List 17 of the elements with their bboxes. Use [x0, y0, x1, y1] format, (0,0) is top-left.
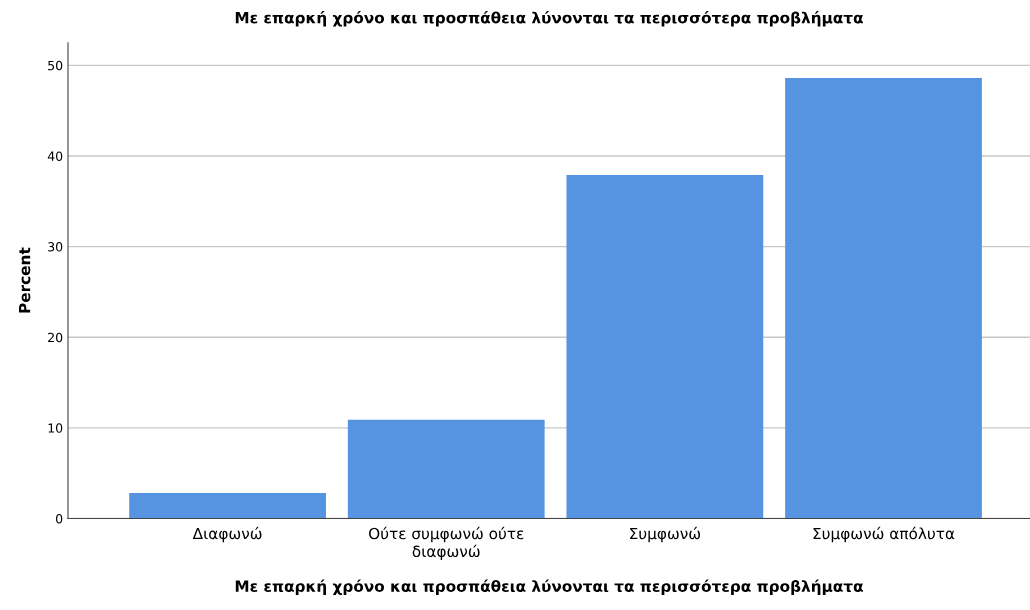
- x-tick-label: Συμφωνώ απόλυτα: [813, 526, 955, 543]
- y-tick-label: 50: [48, 60, 63, 71]
- x-tick-label: Ούτε συμφωνώ ούτε διαφωνώ: [369, 526, 524, 561]
- y-tick-label: 20: [48, 332, 63, 343]
- bar: [566, 175, 764, 519]
- bar: [785, 78, 982, 519]
- y-tick-label: 30: [48, 242, 63, 252]
- bar: [347, 419, 545, 519]
- x-tick-label: Διαφωνώ: [192, 526, 262, 543]
- y-tick-label: 40: [47, 151, 63, 161]
- bar: [129, 493, 326, 519]
- x-axis-title: Με επαρκή χρόνο και προσπάθεια λύνονται τα περισσότερα προβλήματα: [235, 579, 863, 595]
- y-tick-label: 0: [55, 513, 63, 524]
- chart-title: Με επαρκή χρόνο και προσπάθεια λύνονται τα περισσότερα προβλήματα: [235, 11, 863, 27]
- x-tick-label: Συμφωνώ: [630, 526, 701, 543]
- y-tick-label: 10: [48, 423, 63, 433]
- y-axis-title: Percent: [19, 247, 31, 313]
